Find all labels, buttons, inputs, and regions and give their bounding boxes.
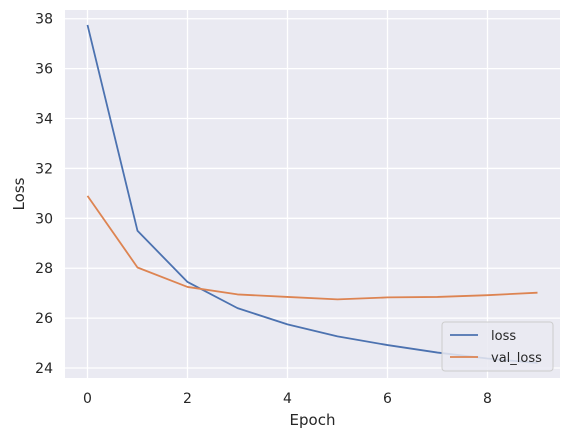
y-tick-label: 32 bbox=[35, 161, 53, 177]
series-line-val-loss bbox=[86, 195, 538, 301]
x-tick-label: 8 bbox=[483, 391, 492, 407]
x-tick-label: 4 bbox=[283, 391, 292, 407]
plot-area bbox=[65, 10, 560, 378]
y-tick-label: 36 bbox=[35, 62, 53, 78]
y-tick-label: 30 bbox=[35, 211, 53, 227]
x-axis-label: Epoch bbox=[290, 411, 336, 429]
y-tick-label: 38 bbox=[35, 12, 53, 28]
legend-label-loss: loss bbox=[491, 329, 516, 344]
x-tick-label: 6 bbox=[383, 391, 392, 407]
x-tick-label: 0 bbox=[83, 391, 92, 407]
y-axis-label: Loss bbox=[10, 177, 28, 210]
y-tick-label: 34 bbox=[35, 112, 53, 128]
y-tick-label: 26 bbox=[35, 311, 53, 327]
y-tick-label: 28 bbox=[35, 261, 53, 277]
grid-lines bbox=[65, 10, 560, 378]
legend-label-val-loss: val_loss bbox=[491, 351, 542, 366]
y-tick-label: 24 bbox=[35, 361, 53, 377]
legend: loss val_loss bbox=[441, 321, 554, 372]
x-tick-label: 2 bbox=[183, 391, 192, 407]
legend-items: loss val_loss bbox=[450, 329, 542, 366]
